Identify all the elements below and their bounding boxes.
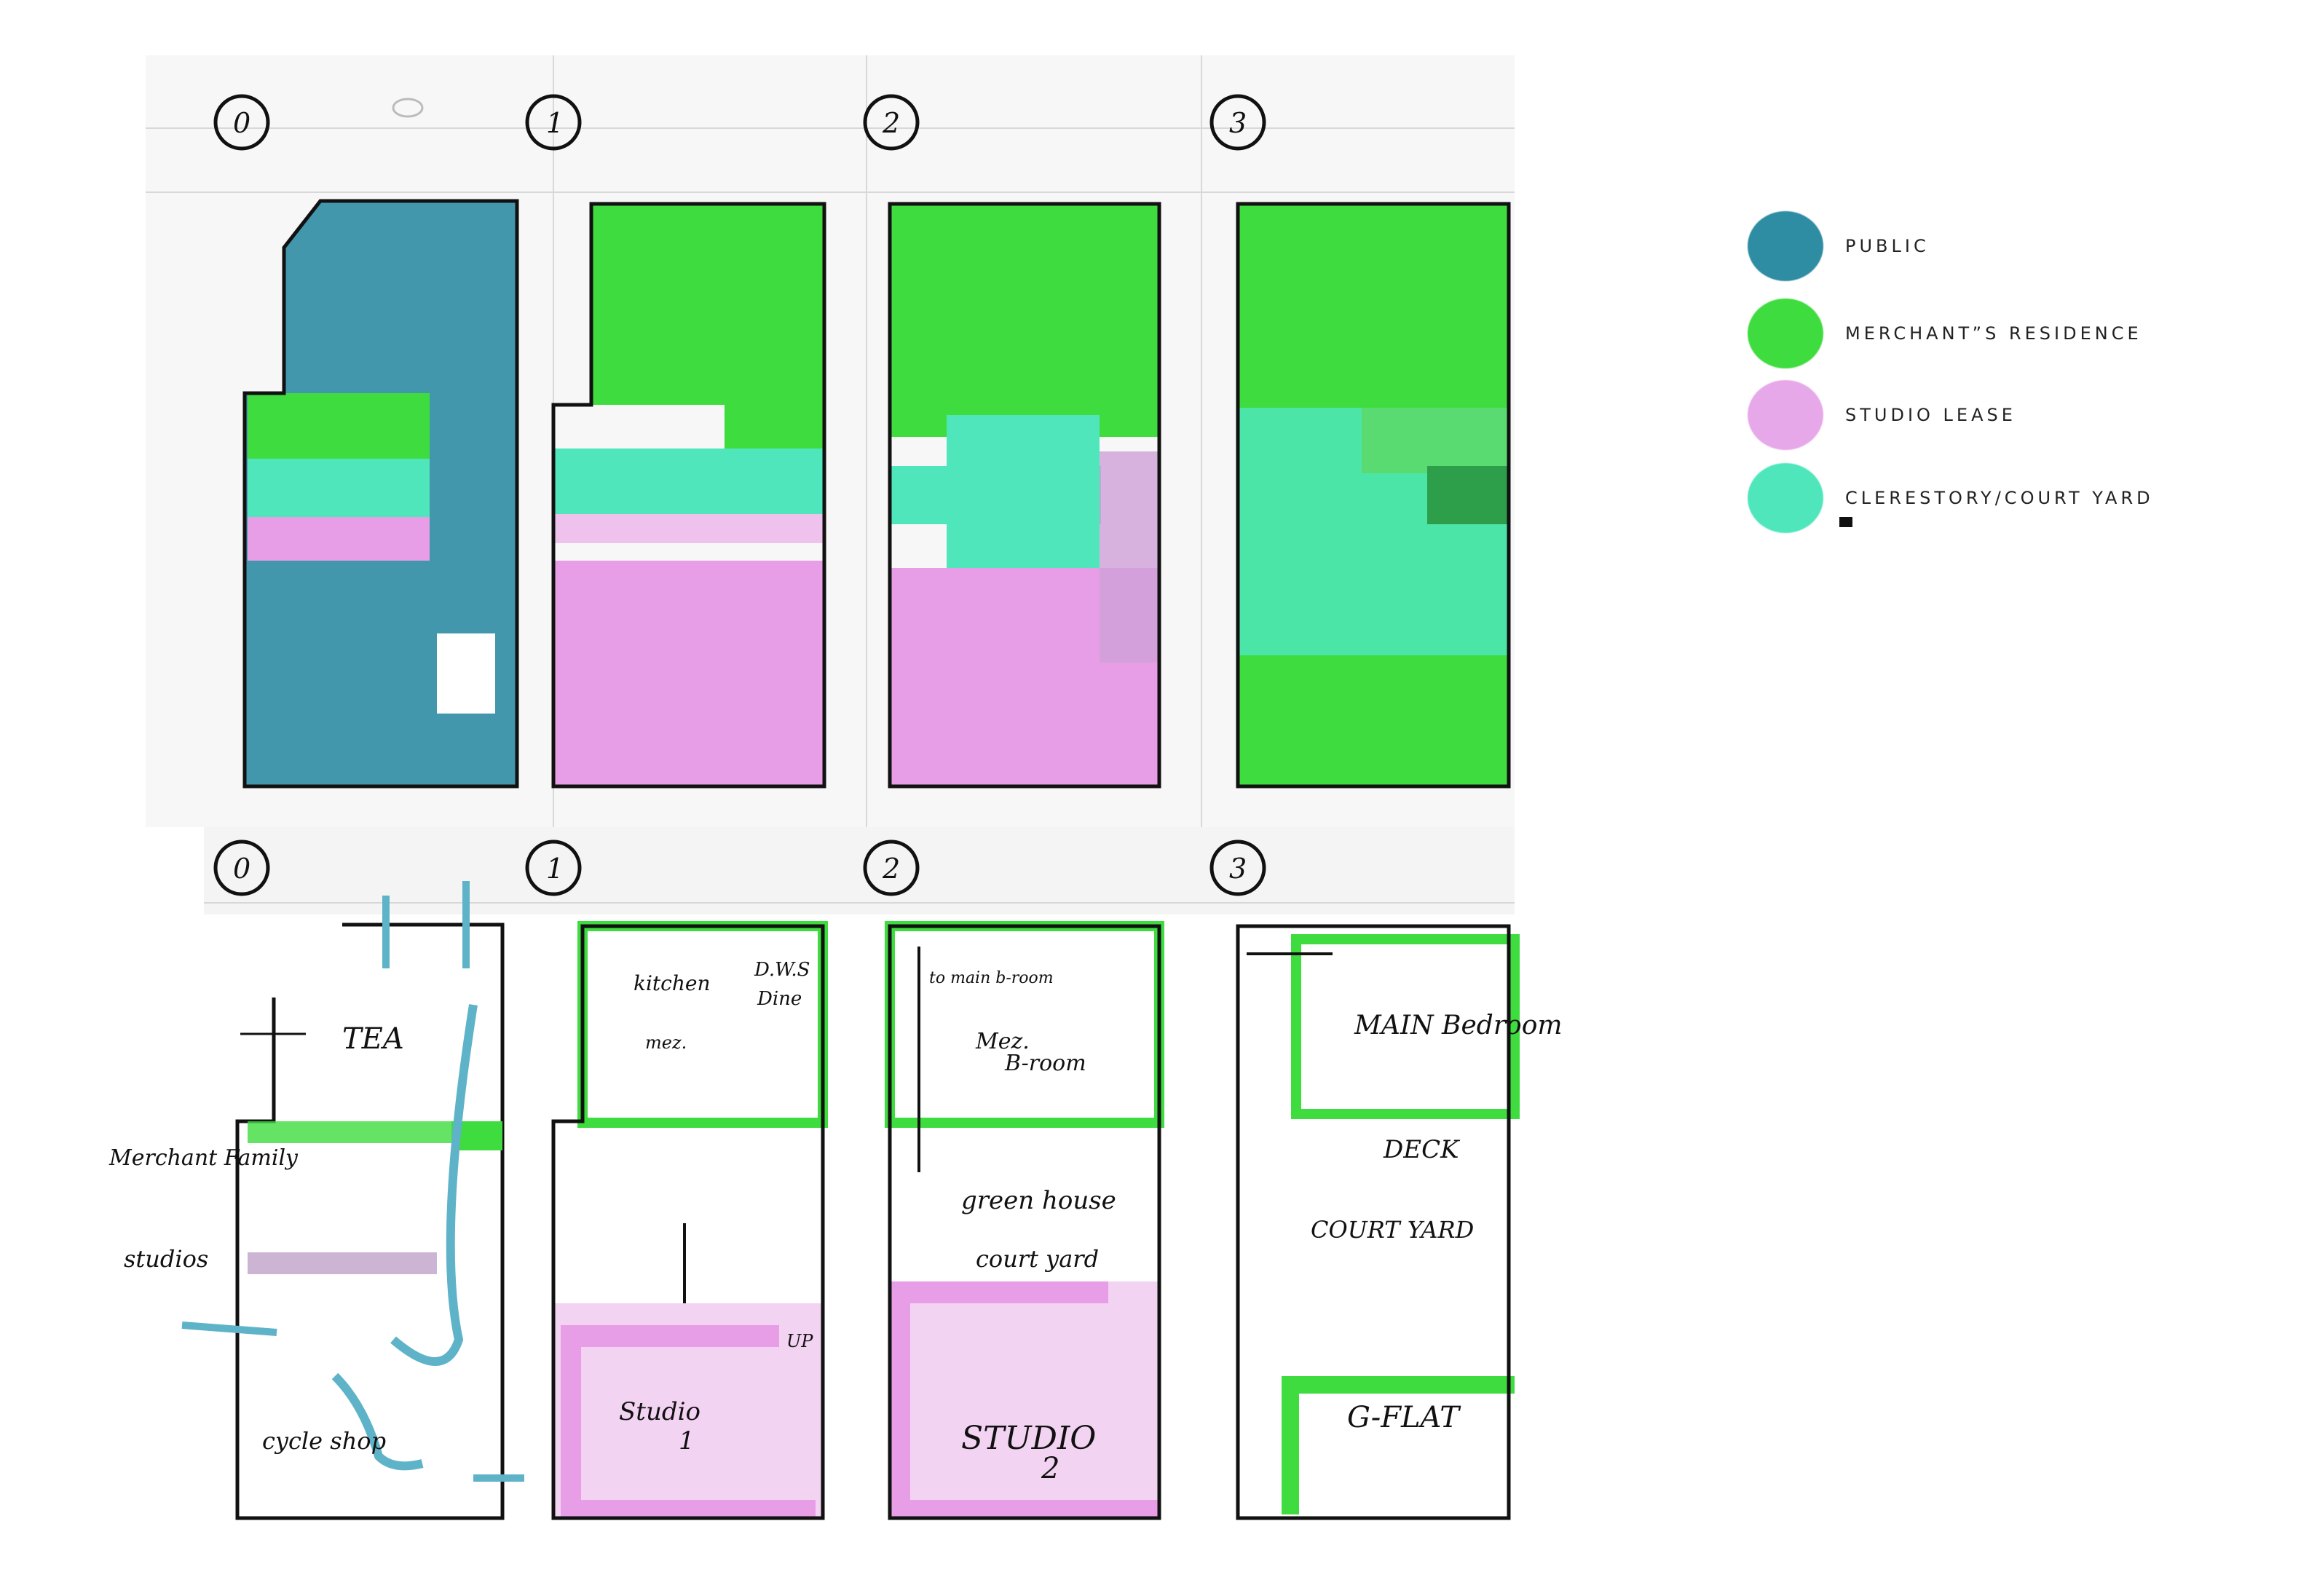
legend-swatch-merchant-residence <box>1748 299 1823 368</box>
legend-swatch-public <box>1748 211 1823 281</box>
legend-label-clerestory-court-yard: CLERESTORY/COURT YARD <box>1845 488 2154 508</box>
top-marker-2: 2 <box>882 107 900 139</box>
legend-item-merchant-residence: MERCHANT”S RESIDENCE <box>1748 299 2257 371</box>
bottom-marker-1: 1 <box>546 853 564 885</box>
label-merchant-family: Merchant Family <box>108 1145 299 1171</box>
label-studio-1: Studio <box>619 1397 700 1426</box>
label-to-main-bedroom: to main b-room <box>929 969 1054 987</box>
zoning-plan-3 <box>1236 202 1511 789</box>
bottom-marker-0: 0 <box>233 853 250 885</box>
zoning-plan-1 <box>551 202 826 789</box>
label-studio-2: STUDIO <box>961 1420 1096 1457</box>
label-tea: TEA <box>342 1022 404 1056</box>
label-mez-1: mez. <box>645 1032 687 1053</box>
legend-label-merchant-residence: MERCHANT”S RESIDENCE <box>1845 323 2142 344</box>
label-green-house: green house <box>961 1186 1116 1215</box>
legend-label-public: PUBLIC <box>1845 236 1930 256</box>
circulation-plan-1 <box>551 921 828 1520</box>
top-marker-3: 3 <box>1229 107 1247 139</box>
top-marker-0: 0 <box>233 107 250 139</box>
label-court-yard-2: court yard <box>976 1245 1099 1273</box>
bottom-marker-2: 2 <box>882 853 900 885</box>
top-marker-1: 1 <box>546 107 564 139</box>
label-b-room: B-room <box>1004 1051 1086 1076</box>
legend-swatch-studio-lease <box>1748 380 1823 450</box>
circulation-plan-2 <box>885 921 1164 1520</box>
label-kitchen: kitchen <box>634 971 711 995</box>
label-court-yard-3: COURT YARD <box>1311 1216 1474 1244</box>
bottom-marker-3: 3 <box>1229 853 1247 885</box>
legend-item-studio-lease: STUDIO LEASE <box>1748 380 2257 453</box>
legend-item-clerestory-court-yard: CLERESTORY/COURT YARD <box>1748 463 2257 536</box>
label-studio-2-num: 2 <box>1041 1452 1059 1485</box>
label-dine: Dine <box>757 988 802 1010</box>
label-studios: studios <box>124 1245 208 1273</box>
legend-swatch-clerestory-court-yard <box>1748 463 1823 533</box>
circulation-plan-0 <box>181 881 524 1520</box>
legend-marker-square <box>1839 517 1852 527</box>
label-deck: DECK <box>1383 1135 1461 1164</box>
label-g-flat: G-FLAT <box>1347 1401 1461 1434</box>
bottom-row-markers <box>213 840 1266 896</box>
zoning-plan-0 <box>242 199 519 789</box>
tracing-paper-bottom <box>204 827 1515 914</box>
legend-label-studio-lease: STUDIO LEASE <box>1845 405 2016 425</box>
top-row-markers <box>213 94 1266 151</box>
label-dws: D.W.S <box>754 959 810 981</box>
label-up: UP <box>786 1331 813 1351</box>
legend-item-public: PUBLIC <box>1748 211 2257 284</box>
label-mez-2: Mez. <box>975 1029 1030 1054</box>
label-studio-1-num: 1 <box>679 1426 695 1455</box>
zoning-plan-2 <box>888 202 1161 789</box>
label-cycle-shop: cycle shop <box>262 1427 386 1455</box>
label-main-bedroom: MAIN Bedroom <box>1354 1011 1563 1040</box>
circulation-plan-3 <box>1236 924 1520 1520</box>
